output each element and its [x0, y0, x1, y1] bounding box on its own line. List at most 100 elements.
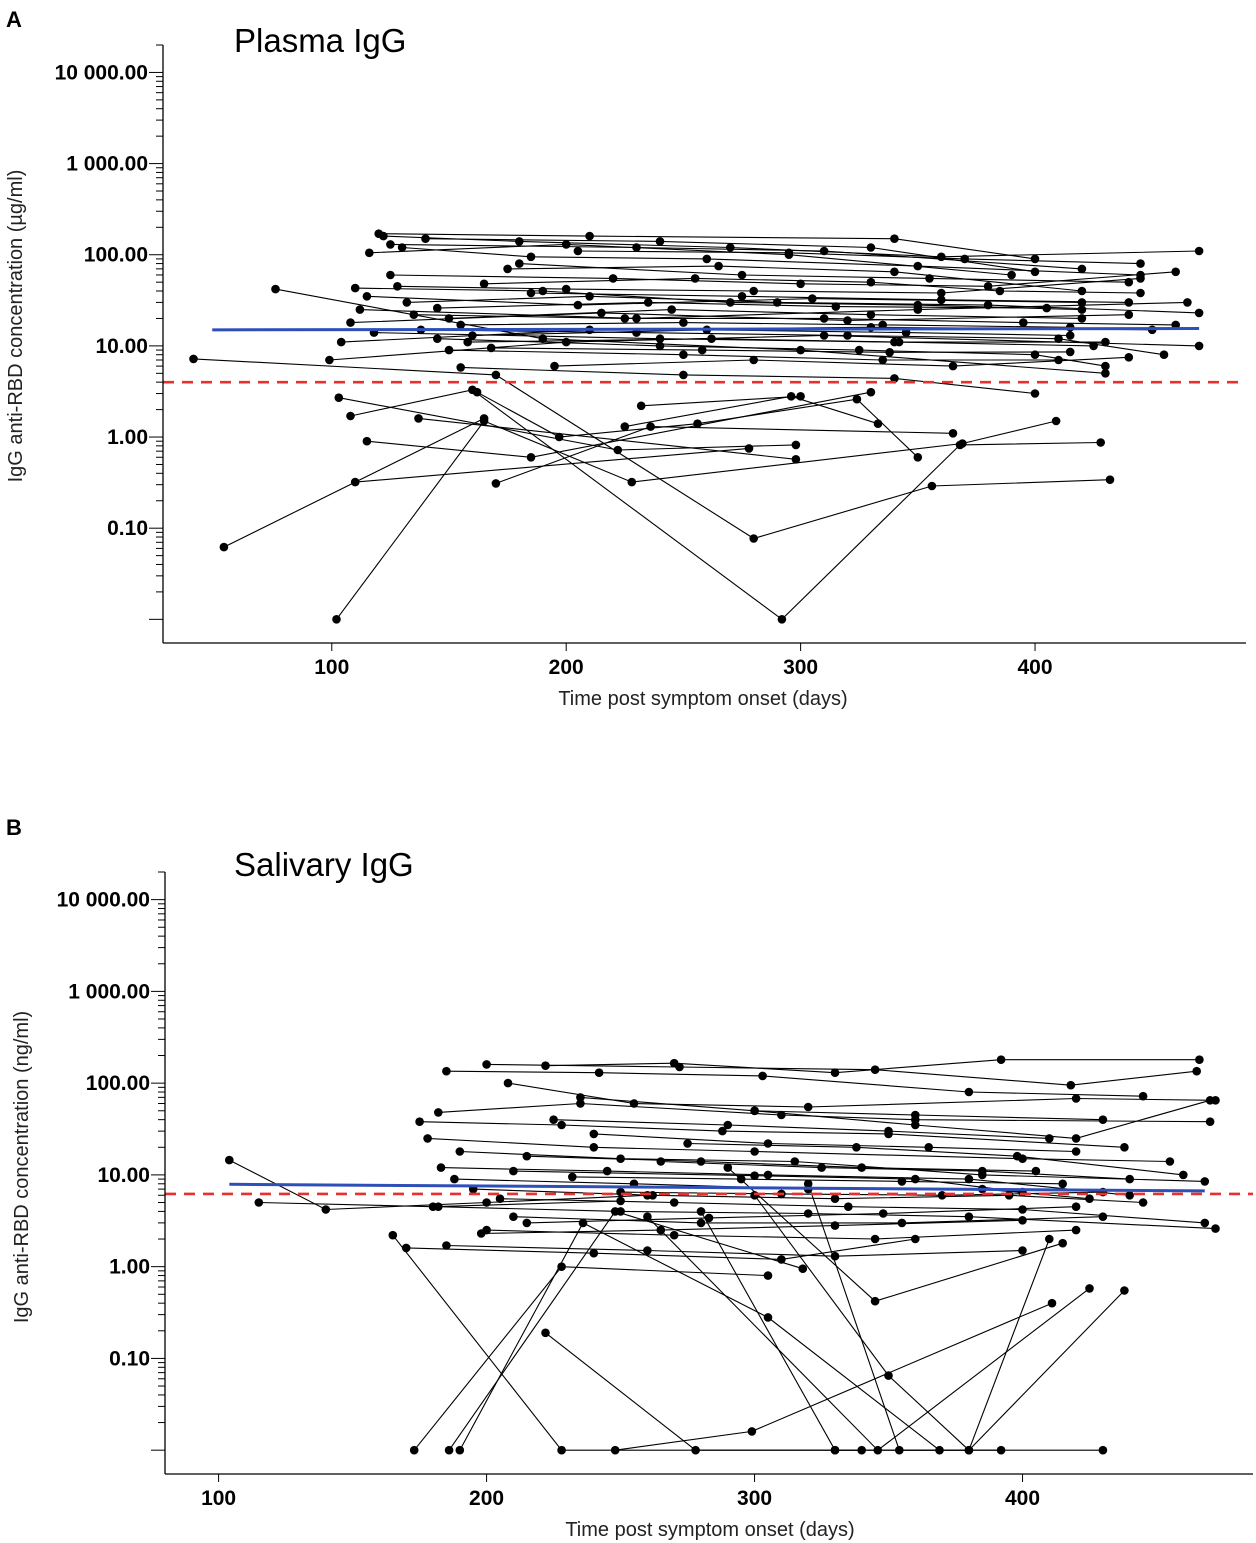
- panel-a-data-point: [433, 334, 442, 344]
- panel-b-data-point: [1071, 1094, 1081, 1103]
- panel-b-data-point: [844, 1202, 853, 1211]
- panel-a-data-point: [791, 455, 801, 464]
- panel-b-data-point: [1071, 1134, 1081, 1143]
- panel-b-data-point: [723, 1163, 733, 1172]
- panel-a-series-line: [577, 250, 1141, 265]
- panel-a-data-point: [355, 305, 365, 314]
- panel-a-data-point: [667, 305, 676, 314]
- panel-b-data-point: [643, 1246, 652, 1255]
- panel-a-data-point: [726, 298, 735, 307]
- panel-a-data-point: [561, 337, 571, 347]
- panel-a-subject-series-46: [573, 246, 1145, 268]
- panel-b-data-point: [444, 1445, 454, 1455]
- panel-a-series-line: [448, 309, 1082, 319]
- panel-a-series-line: [275, 288, 1106, 374]
- panel-b-subject-series-18: [541, 1055, 1204, 1077]
- panel-b-data-point: [455, 1147, 465, 1156]
- panel-b-subject-series-3: [388, 1230, 866, 1455]
- panel-b-x-axis-label: Time post symptom onset (days): [565, 1519, 854, 1541]
- panel-b-data-point: [750, 1147, 759, 1156]
- panel-a-data-point: [573, 300, 583, 310]
- panel-a-data-point: [538, 286, 548, 296]
- panel-a-subject-series-4: [362, 387, 876, 462]
- panel-a-data-point: [526, 252, 536, 262]
- panel-b-data-point: [442, 1241, 451, 1250]
- panel-a-data-point: [796, 392, 805, 401]
- panel-b-series-line: [392, 1234, 862, 1451]
- panel-a-data-point: [948, 361, 958, 371]
- panel-a-data-point: [362, 292, 372, 301]
- panel-a-subject-series-34: [444, 345, 1063, 365]
- panel-a-series-line: [467, 338, 1094, 347]
- panel-b-subject-series-7: [541, 1328, 1006, 1455]
- panel-b-y-axis-label: IgG anti-RBD concentration (ng/ml): [11, 1011, 33, 1323]
- panel-a-subject-series-10: [472, 387, 923, 462]
- panel-b-data-point: [830, 1221, 840, 1230]
- panel-b-subject-series-36: [522, 1151, 1041, 1176]
- panel-a-data-point: [791, 440, 801, 450]
- panel-a-data-point: [1194, 341, 1204, 351]
- panel-b-data-point: [870, 1065, 880, 1074]
- panel-a-y-tick-label: 10 000.00: [55, 61, 148, 84]
- panel-a-data-point: [878, 355, 887, 365]
- panel-a-y-tick-label: 0.10: [107, 517, 148, 540]
- panel-b-data-point: [589, 1129, 599, 1139]
- panel-a-subject-series-45: [526, 288, 1134, 307]
- panel-a-y-tick-label: 100.00: [84, 244, 148, 267]
- panel-a-data-point: [655, 334, 665, 344]
- panel-b-letter: B: [6, 815, 22, 840]
- panel-a-series-line: [437, 301, 1047, 309]
- panel-a-data-point: [444, 314, 454, 323]
- panel-a-data-point: [913, 261, 923, 271]
- panel-b-data-point: [763, 1271, 773, 1280]
- panel-b-title: Salivary IgG: [234, 846, 414, 883]
- panel-b-data-point: [895, 1445, 904, 1455]
- panel-a-data-point: [1136, 288, 1145, 298]
- panel-b-data-point: [1200, 1177, 1210, 1186]
- panel-b-series-line: [545, 1332, 1002, 1451]
- panel-b-data-point: [541, 1328, 550, 1338]
- panel-a-data-point: [1136, 259, 1145, 268]
- panel-a-data-point: [737, 292, 747, 301]
- panel-b-data-point: [1066, 1080, 1076, 1090]
- panel-b-data-point: [723, 1120, 733, 1130]
- panel-a-data-point: [472, 387, 482, 397]
- panel-a-data-point: [937, 295, 946, 305]
- panel-a-subject-series-9: [414, 414, 801, 464]
- panel-b-subject-series-4: [409, 1262, 773, 1455]
- panel-b-x-tick-label: 100: [201, 1487, 236, 1510]
- panel-b-data-point: [557, 1445, 566, 1455]
- panel-a-x-tick-label: 400: [1018, 656, 1053, 679]
- panel-a-subject-series-11: [620, 392, 883, 431]
- panel-a-data-point: [890, 267, 899, 277]
- panel-b-series-line: [754, 1194, 1125, 1451]
- panel-b-data-point: [1098, 1212, 1108, 1221]
- panel-b-series-line: [513, 1170, 1023, 1193]
- panel-a-series-line: [519, 263, 1129, 283]
- panel-a-data-point: [1124, 310, 1134, 320]
- panel-a-data-point: [784, 248, 794, 258]
- panel-a-y-axis-label: IgG anti-RBD concentration (µg/ml): [5, 170, 27, 483]
- panel-a-data-point: [1096, 438, 1105, 447]
- panel-b-subject-series-10: [643, 1212, 1094, 1455]
- panel-b-series-line: [526, 1206, 1077, 1224]
- panel-a-data-point: [608, 274, 618, 283]
- panel-a-data-point: [1171, 320, 1180, 330]
- panel-b-series-line: [754, 1099, 1211, 1139]
- panel-b-subject-series-30: [434, 1202, 1220, 1233]
- panel-b-data-point: [388, 1230, 398, 1240]
- panel-b-data-point: [750, 1171, 759, 1180]
- panel-b-data-point: [1098, 1445, 1108, 1455]
- panel-a-data-point: [620, 314, 630, 323]
- panel-b-y-tick-label: 0.10: [109, 1347, 150, 1370]
- panel-a-y-tick-label: 1.00: [107, 426, 148, 449]
- panel-b-data-point: [434, 1108, 443, 1117]
- panel-b-data-point: [830, 1068, 840, 1077]
- panel-a-x-axis-label: Time post symptom onset (days): [558, 688, 847, 710]
- panel-b-data-point: [675, 1062, 684, 1072]
- panel-a-data-point: [350, 477, 360, 487]
- panel-a-data-point: [1065, 347, 1075, 357]
- panel-a-data-point: [1101, 369, 1110, 378]
- panel-b-data-point: [415, 1117, 424, 1126]
- panel-b-series-line: [572, 1176, 1063, 1185]
